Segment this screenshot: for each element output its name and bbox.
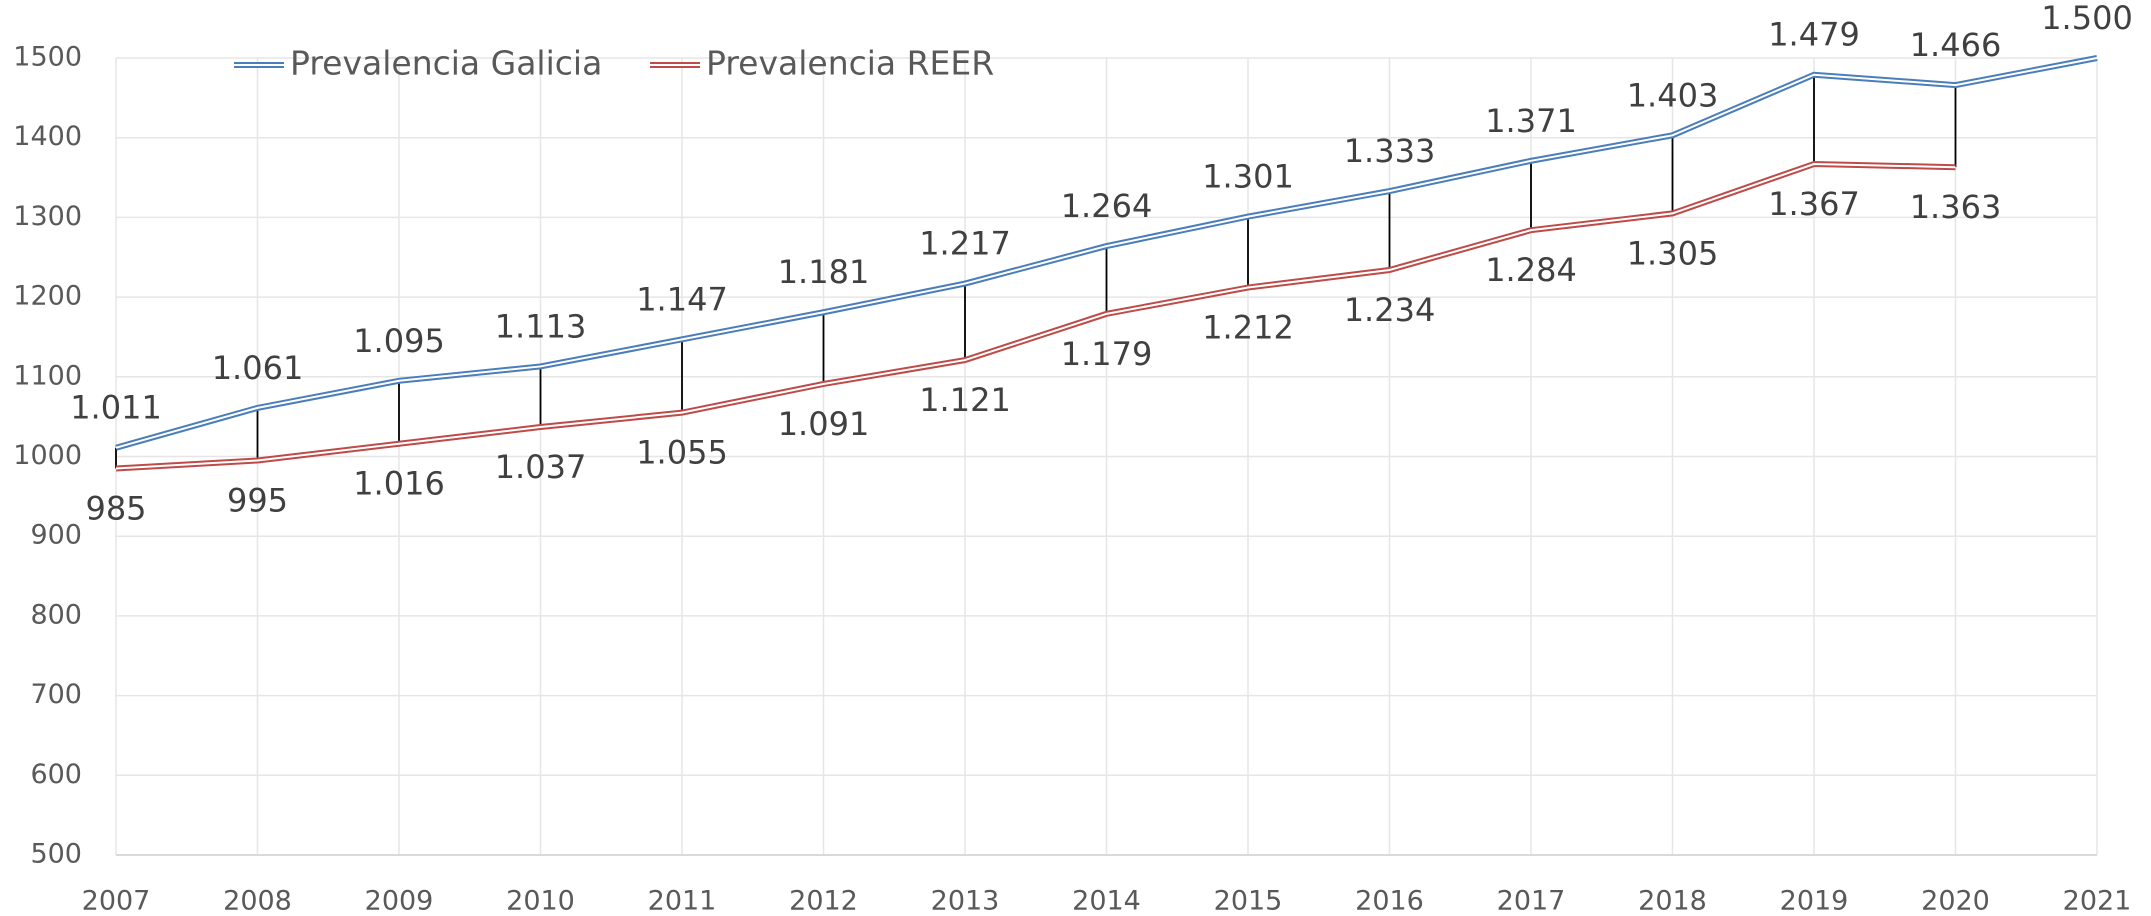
y-tick-label: 1000: [13, 440, 82, 471]
data-label: 1.061: [212, 349, 304, 387]
x-tick-label: 2014: [1072, 886, 1141, 916]
data-label: 995: [227, 481, 288, 519]
x-tick-label: 2008: [223, 886, 292, 916]
x-tick-label: 2009: [365, 886, 434, 916]
series-line: [115, 160, 1956, 472]
x-tick-label: 2017: [1497, 886, 1566, 916]
data-label: 1.234: [1344, 291, 1436, 329]
data-label: 1.147: [636, 280, 728, 318]
data-label: 1.371: [1485, 102, 1577, 140]
legend-label: Prevalencia Galicia: [290, 44, 602, 83]
data-label: 1.055: [636, 434, 728, 472]
x-tick-label: 2015: [1214, 886, 1283, 916]
data-label: 1.181: [778, 253, 870, 291]
data-label: 1.305: [1627, 234, 1719, 272]
x-tick-label: 2018: [1638, 886, 1707, 916]
x-tick-label: 2016: [1355, 886, 1424, 916]
data-label: 1.016: [353, 465, 445, 503]
y-tick-label: 1100: [13, 360, 82, 391]
legend-label: Prevalencia REER: [706, 44, 994, 83]
data-label: 1.179: [1061, 335, 1153, 373]
x-tick-label: 2011: [648, 886, 717, 916]
data-label: 1.095: [353, 322, 445, 360]
data-label: 1.363: [1910, 188, 2002, 226]
x-tick-label: 2007: [82, 886, 151, 916]
y-tick-label: 700: [30, 679, 82, 710]
data-label: 1.284: [1485, 251, 1577, 289]
x-tick-label: 2019: [1780, 886, 1849, 916]
data-label: 1.301: [1202, 158, 1294, 196]
y-tick-label: 600: [30, 759, 82, 790]
data-label: 1.333: [1344, 132, 1436, 170]
x-tick-label: 2021: [2063, 886, 2132, 916]
data-label: 1.212: [1202, 309, 1294, 347]
x-tick-label: 2012: [789, 886, 858, 916]
data-label: 1.367: [1768, 185, 1860, 223]
series-line-inner: [115, 57, 2098, 449]
y-tick-label: 800: [30, 599, 82, 630]
y-tick-label: 900: [30, 520, 82, 551]
data-label: 1.217: [919, 225, 1011, 263]
data-label: 1.037: [495, 448, 587, 486]
data-label: 1.479: [1768, 16, 1860, 54]
data-label: 1.466: [1910, 26, 2002, 64]
y-tick-label: 500: [30, 839, 82, 870]
data-label: 1.500: [2041, 0, 2133, 37]
y-tick-label: 1200: [13, 281, 82, 312]
data-label: 1.403: [1627, 76, 1719, 114]
y-tick-label: 1300: [13, 201, 82, 232]
y-tick-label: 1400: [13, 121, 82, 152]
y-tick-label: 1500: [13, 42, 82, 73]
data-label: 985: [85, 489, 146, 527]
data-label: 1.264: [1061, 187, 1153, 225]
data-label: 1.121: [919, 381, 1011, 419]
x-tick-label: 2013: [931, 886, 1000, 916]
data-label: 1.091: [778, 405, 870, 443]
data-label: 1.011: [70, 389, 162, 427]
x-tick-label: 2010: [506, 886, 575, 916]
data-label: 1.113: [495, 307, 587, 345]
series-line-inner: [115, 162, 1956, 470]
x-tick-label: 2020: [1921, 886, 1990, 916]
